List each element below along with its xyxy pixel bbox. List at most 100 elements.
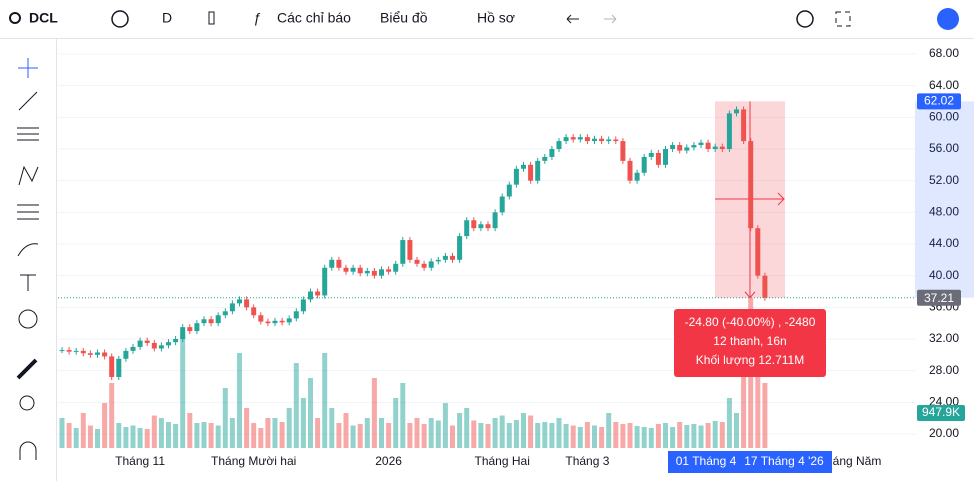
candle-body xyxy=(379,269,384,276)
search-icon[interactable] xyxy=(9,12,21,24)
candle-body xyxy=(66,350,72,352)
plot: 20.0024.0028.0032.0036.0040.0044.0048.00… xyxy=(58,46,974,473)
zoom-tool[interactable] xyxy=(19,395,35,411)
candle-body xyxy=(109,356,115,377)
candle-icon[interactable] xyxy=(208,11,215,25)
candle-body xyxy=(336,259,342,268)
candle-body xyxy=(442,255,448,260)
volume-bar xyxy=(109,383,115,448)
candle-body xyxy=(400,240,406,264)
volume-bar xyxy=(599,427,605,448)
volume-bar xyxy=(350,425,356,448)
volume-bar xyxy=(521,413,526,448)
candle-body xyxy=(80,350,86,354)
settings[interactable] xyxy=(796,10,814,28)
candle-body xyxy=(251,307,257,316)
candle-body xyxy=(386,269,392,272)
x-tick-label: Tháng 11 xyxy=(115,454,165,468)
pattern-tool[interactable] xyxy=(18,165,39,186)
logo[interactable] xyxy=(937,8,959,30)
candle-body xyxy=(414,259,420,264)
candle-body xyxy=(613,139,619,142)
top-toolbar: DCL D ƒ Các chỉ báo Biểu đồ Hồ sơ xyxy=(0,8,974,39)
candle-body xyxy=(237,299,242,304)
volume-bar xyxy=(513,420,519,448)
y-tick-label: 68.00 xyxy=(929,46,959,60)
symbol[interactable]: DCL xyxy=(29,10,58,26)
volume-bar xyxy=(556,418,562,448)
price-badge xyxy=(917,289,961,306)
volume-bar xyxy=(215,425,221,448)
candle-body xyxy=(677,145,683,151)
volume-bar xyxy=(506,423,512,448)
y-tick-label: 52.00 xyxy=(929,173,959,187)
volume-bar xyxy=(300,398,306,448)
add-icon[interactable] xyxy=(111,10,129,28)
candle-body xyxy=(279,320,285,323)
volume-bar xyxy=(66,423,72,448)
y-tick-label: 44.00 xyxy=(929,236,959,250)
candle-body xyxy=(584,137,590,142)
candle-body xyxy=(137,340,143,347)
y-tick-label: 48.00 xyxy=(929,205,959,219)
indicators[interactable]: Các chỉ báo xyxy=(277,10,351,26)
fullscreen[interactable] xyxy=(835,11,851,27)
magnet-tool[interactable] xyxy=(19,441,37,460)
volume-bar xyxy=(677,422,683,448)
x-tick-label: Tháng Mười hai xyxy=(211,454,296,468)
candle-body xyxy=(208,319,214,324)
volume-bar xyxy=(712,421,718,448)
candle-body xyxy=(542,156,548,161)
candle-body xyxy=(435,259,441,262)
highlight-date: 17 Tháng 4 '26 xyxy=(744,454,824,468)
ruler-tool[interactable] xyxy=(16,358,38,380)
candle-body xyxy=(492,212,498,229)
candle-body xyxy=(755,228,761,276)
volume-bar xyxy=(762,383,768,448)
y-tick-label: 60.00 xyxy=(929,110,959,124)
volume-bar xyxy=(187,413,193,448)
volume-badge-text: 947.9K xyxy=(922,405,960,419)
volume-bar xyxy=(471,420,477,448)
volume-bar xyxy=(755,323,761,448)
forecast-tool[interactable] xyxy=(17,204,39,220)
candle-body xyxy=(535,160,541,181)
volume-bar xyxy=(414,418,420,448)
candle-body xyxy=(698,142,704,146)
volume-bar xyxy=(428,418,434,448)
volume-bar xyxy=(528,415,534,448)
candle-body xyxy=(293,311,299,319)
candle-body xyxy=(634,172,640,181)
interval[interactable]: D xyxy=(162,10,172,26)
volume-bar xyxy=(485,424,491,448)
candle-body xyxy=(308,291,313,300)
volume-bar xyxy=(592,425,597,448)
line-tool[interactable] xyxy=(18,91,38,111)
volume-bar xyxy=(194,423,200,448)
volume-bar xyxy=(613,422,619,448)
y-tick-label: 20.00 xyxy=(929,426,959,440)
brush-tool[interactable] xyxy=(17,243,39,257)
undo[interactable] xyxy=(566,14,579,24)
volume-bar xyxy=(73,428,79,448)
candle-body xyxy=(726,113,732,149)
volume-badge xyxy=(917,405,965,421)
redo[interactable] xyxy=(604,14,617,24)
volume-bar xyxy=(144,429,150,448)
chart-type[interactable]: Biểu đồ xyxy=(380,10,428,26)
candle-body xyxy=(457,236,463,260)
candle-body xyxy=(684,147,690,151)
volume-bar xyxy=(251,423,257,448)
candle-body xyxy=(329,259,335,268)
x-tick-label: Tháng Hai xyxy=(475,454,530,468)
text-tool[interactable] xyxy=(20,274,36,291)
profile[interactable]: Hồ sơ xyxy=(477,10,515,26)
crosshair-tool[interactable] xyxy=(18,58,38,78)
fib-tool[interactable] xyxy=(17,127,39,141)
candle-body xyxy=(556,141,562,149)
emoji-tool[interactable] xyxy=(18,309,38,329)
candle-body xyxy=(549,149,555,157)
candle-body xyxy=(563,137,569,142)
candle-body xyxy=(151,342,157,349)
